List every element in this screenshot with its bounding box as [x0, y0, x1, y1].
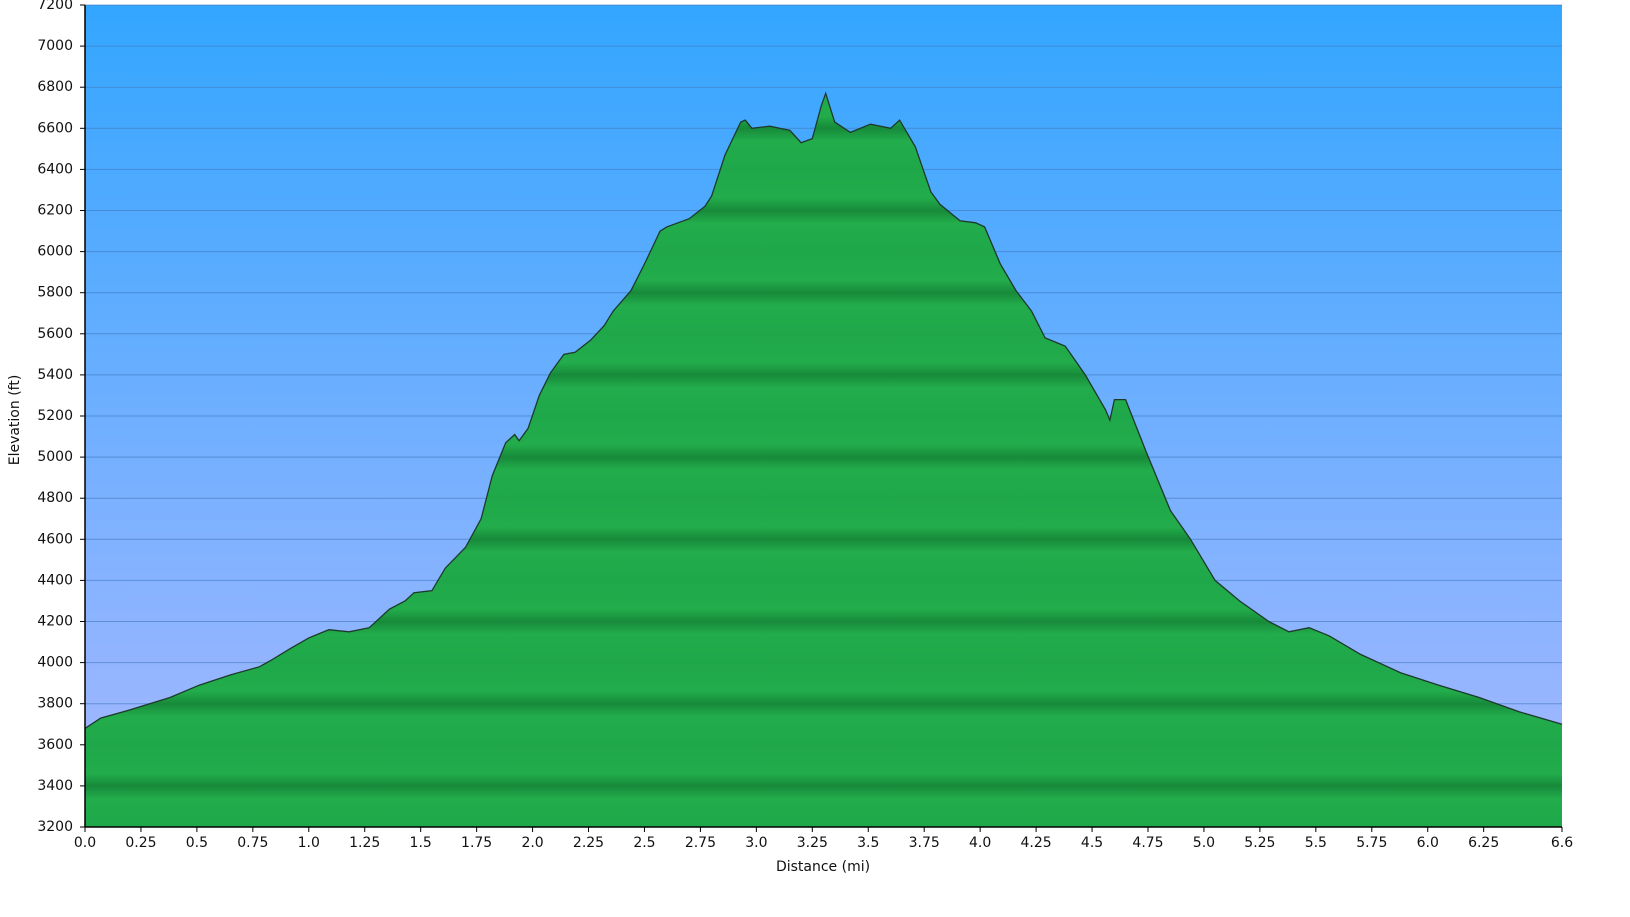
y-tick-label: 3400	[37, 778, 73, 794]
y-tick-label: 5400	[37, 367, 73, 383]
x-tick-label: 0.5	[186, 835, 208, 851]
x-tick-label: 2.0	[521, 835, 543, 851]
x-tick-label: 5.75	[1356, 835, 1387, 851]
x-tick-label: 1.0	[298, 835, 320, 851]
x-tick-label: 2.25	[573, 835, 604, 851]
x-tick-label: 1.25	[349, 835, 380, 851]
y-tick-label: 5000	[37, 449, 73, 465]
x-tick-label: 3.25	[797, 835, 828, 851]
y-tick-label: 7000	[37, 38, 73, 54]
x-tick-label: 0.0	[74, 835, 96, 851]
x-tick-label: 4.5	[1081, 835, 1103, 851]
x-tick-label: 6.0	[1417, 835, 1439, 851]
y-tick-label: 6000	[37, 244, 73, 260]
elevation-line	[84, 91, 1563, 729]
y-tick-label: 4000	[37, 655, 73, 671]
y-tick-label: 6600	[37, 120, 73, 136]
x-axis-label: Distance (mi)	[776, 859, 870, 875]
y-tick-label: 6200	[37, 203, 73, 219]
x-tick-label: 0.75	[237, 835, 268, 851]
x-tick-label: 5.25	[1244, 835, 1275, 851]
x-tick-label: 5.5	[1305, 835, 1327, 851]
y-tick-label: 5200	[37, 408, 73, 424]
x-tick-label: 1.5	[410, 835, 432, 851]
y-tick-label: 4400	[37, 572, 73, 588]
y-tick-label: 6800	[37, 79, 73, 95]
x-tick-label: 1.75	[461, 835, 492, 851]
x-tick-label: 4.0	[969, 835, 991, 851]
y-tick-label: 7200	[37, 0, 73, 13]
y-axis-label: Elevation (ft)	[7, 375, 23, 466]
y-tick-label: 4800	[37, 490, 73, 506]
x-tick-label: 5.0	[1193, 835, 1215, 851]
y-tick-label: 4200	[37, 614, 73, 630]
y-tick-label: 3600	[37, 737, 73, 753]
x-tick-label: 3.0	[745, 835, 767, 851]
y-tick-label: 4600	[37, 531, 73, 547]
x-tick-label: 4.25	[1021, 835, 1052, 851]
y-tick-label: 3800	[37, 696, 73, 712]
x-tick-label: 6.6	[1551, 835, 1573, 851]
y-tick-label: 3200	[37, 819, 73, 835]
x-tick-label: 2.75	[685, 835, 716, 851]
y-tick-label: 5600	[37, 326, 73, 342]
x-tick-label: 2.5	[633, 835, 655, 851]
y-tick-label: 6400	[37, 161, 73, 177]
y-tick-label: 5800	[37, 285, 73, 301]
x-tick-label: 6.25	[1468, 835, 1499, 851]
x-tick-label: 3.5	[857, 835, 879, 851]
x-tick-label: 4.75	[1132, 835, 1163, 851]
x-tick-label: 3.75	[909, 835, 940, 851]
x-tick-label: 0.25	[125, 835, 156, 851]
elevation-area	[85, 93, 1562, 827]
